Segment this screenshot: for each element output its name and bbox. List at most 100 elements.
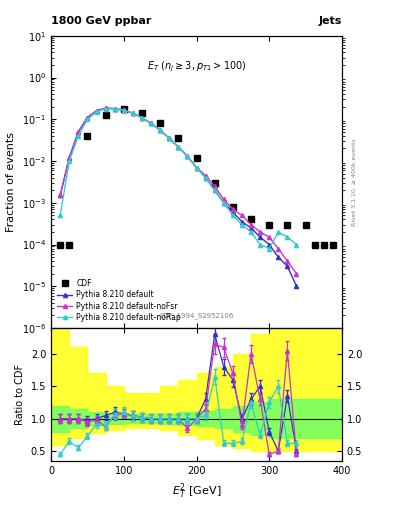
Pythia 8.210 default-noRap — [76, 133, 81, 139]
Pythia 8.210 default — [258, 234, 263, 240]
Pythia 8.210 default-noRap — [285, 234, 290, 240]
Text: CDF_1994_S2952106: CDF_1994_S2952106 — [159, 312, 234, 319]
Pythia 8.210 default — [167, 135, 172, 141]
Pythia 8.210 default — [112, 105, 117, 112]
CDF — [67, 242, 72, 248]
Pythia 8.210 default-noFsr — [185, 153, 190, 159]
Legend: CDF, Pythia 8.210 default, Pythia 8.210 default-noFsr, Pythia 8.210 default-noRa: CDF, Pythia 8.210 default, Pythia 8.210 … — [55, 276, 184, 324]
Pythia 8.210 default-noFsr — [294, 271, 299, 277]
Pythia 8.210 default-noFsr — [112, 105, 117, 112]
CDF — [249, 217, 253, 223]
Pythia 8.210 default-noRap — [221, 200, 226, 206]
CDF — [158, 120, 163, 126]
Pythia 8.210 default — [221, 200, 226, 206]
Pythia 8.210 default-noFsr — [76, 129, 81, 135]
Line: Pythia 8.210 default: Pythia 8.210 default — [58, 106, 299, 288]
Pythia 8.210 default-noFsr — [167, 135, 172, 141]
Pythia 8.210 default-noRap — [58, 212, 62, 219]
Pythia 8.210 default-noFsr — [140, 115, 144, 121]
CDF — [267, 222, 272, 228]
Pythia 8.210 default-noFsr — [103, 105, 108, 111]
Pythia 8.210 default-noFsr — [149, 120, 153, 126]
Pythia 8.210 default-noFsr — [276, 245, 281, 251]
Pythia 8.210 default-noRap — [258, 242, 263, 248]
Pythia 8.210 default-noRap — [85, 116, 90, 122]
Pythia 8.210 default — [212, 187, 217, 194]
Pythia 8.210 default-noFsr — [267, 234, 272, 240]
Y-axis label: Rivet 3.1.10, ≥ 400k events: Rivet 3.1.10, ≥ 400k events — [352, 138, 357, 226]
Y-axis label: Ratio to CDF: Ratio to CDF — [15, 364, 25, 425]
Pythia 8.210 default — [85, 115, 90, 121]
Pythia 8.210 default-noRap — [140, 115, 144, 121]
Pythia 8.210 default-noRap — [194, 164, 199, 170]
Pythia 8.210 default — [249, 225, 253, 231]
Line: CDF: CDF — [66, 106, 327, 247]
Pythia 8.210 default — [176, 144, 181, 150]
Pythia 8.210 default-noFsr — [130, 110, 135, 116]
Pythia 8.210 default-noRap — [149, 120, 153, 126]
Pythia 8.210 default-noRap — [94, 109, 99, 115]
CDF — [285, 222, 290, 228]
Pythia 8.210 default-noFsr — [240, 212, 244, 219]
Pythia 8.210 default — [67, 155, 72, 161]
Pythia 8.210 default — [58, 193, 62, 199]
Pythia 8.210 default-noFsr — [221, 197, 226, 203]
Pythia 8.210 default-noRap — [167, 135, 172, 141]
X-axis label: $E_T^2$ [GeV]: $E_T^2$ [GeV] — [172, 481, 221, 501]
CDF — [212, 180, 217, 186]
Pythia 8.210 default — [121, 107, 126, 113]
Pythia 8.210 default — [140, 115, 144, 121]
Pythia 8.210 default-noRap — [112, 106, 117, 112]
Pythia 8.210 default-noRap — [103, 105, 108, 112]
Pythia 8.210 default — [240, 219, 244, 225]
CDF — [194, 155, 199, 161]
Pythia 8.210 default — [194, 164, 199, 170]
Pythia 8.210 default — [203, 175, 208, 181]
Pythia 8.210 default — [285, 263, 290, 269]
Pythia 8.210 default — [231, 209, 235, 215]
Pythia 8.210 default-noFsr — [285, 258, 290, 264]
Pythia 8.210 default — [94, 108, 99, 114]
Pythia 8.210 default-noRap — [121, 107, 126, 113]
CDF — [103, 112, 108, 118]
Pythia 8.210 default-noRap — [185, 153, 190, 159]
Pythia 8.210 default-noRap — [158, 127, 163, 133]
Y-axis label: Fraction of events: Fraction of events — [6, 132, 17, 232]
Pythia 8.210 default — [149, 120, 153, 126]
Pythia 8.210 default — [267, 242, 272, 248]
Pythia 8.210 default-noRap — [203, 175, 208, 181]
Pythia 8.210 default-noRap — [212, 187, 217, 194]
Pythia 8.210 default-noFsr — [194, 164, 199, 170]
Pythia 8.210 default-noFsr — [212, 183, 217, 189]
Text: $E_T$ ($n_j \geq 3, p_{T1}>100$): $E_T$ ($n_j \geq 3, p_{T1}>100$) — [147, 59, 246, 74]
Pythia 8.210 default — [185, 153, 190, 159]
Line: Pythia 8.210 default-noRap: Pythia 8.210 default-noRap — [58, 106, 299, 251]
CDF — [231, 204, 235, 210]
CDF — [140, 110, 144, 116]
Pythia 8.210 default-noRap — [67, 158, 72, 164]
Pythia 8.210 default-noFsr — [176, 144, 181, 150]
Pythia 8.210 default — [276, 254, 281, 260]
Pythia 8.210 default-noRap — [294, 242, 299, 248]
Text: 1800 GeV ppbar: 1800 GeV ppbar — [51, 15, 151, 26]
Pythia 8.210 default-noFsr — [258, 229, 263, 235]
Pythia 8.210 default-noFsr — [94, 108, 99, 114]
Pythia 8.210 default-noFsr — [85, 115, 90, 121]
Pythia 8.210 default-noFsr — [67, 155, 72, 161]
Pythia 8.210 default-noRap — [276, 229, 281, 235]
CDF — [176, 135, 181, 141]
Pythia 8.210 default-noFsr — [231, 206, 235, 212]
Pythia 8.210 default — [76, 129, 81, 135]
Pythia 8.210 default-noFsr — [58, 193, 62, 199]
Line: Pythia 8.210 default-noFsr: Pythia 8.210 default-noFsr — [58, 106, 299, 276]
CDF — [321, 242, 326, 248]
Pythia 8.210 default — [294, 283, 299, 289]
CDF — [121, 105, 126, 112]
Pythia 8.210 default-noRap — [130, 110, 135, 116]
Pythia 8.210 default-noFsr — [158, 127, 163, 133]
Pythia 8.210 default — [158, 127, 163, 133]
Pythia 8.210 default-noRap — [249, 229, 253, 235]
Pythia 8.210 default-noFsr — [249, 222, 253, 228]
CDF — [303, 222, 308, 228]
Pythia 8.210 default-noRap — [231, 212, 235, 219]
